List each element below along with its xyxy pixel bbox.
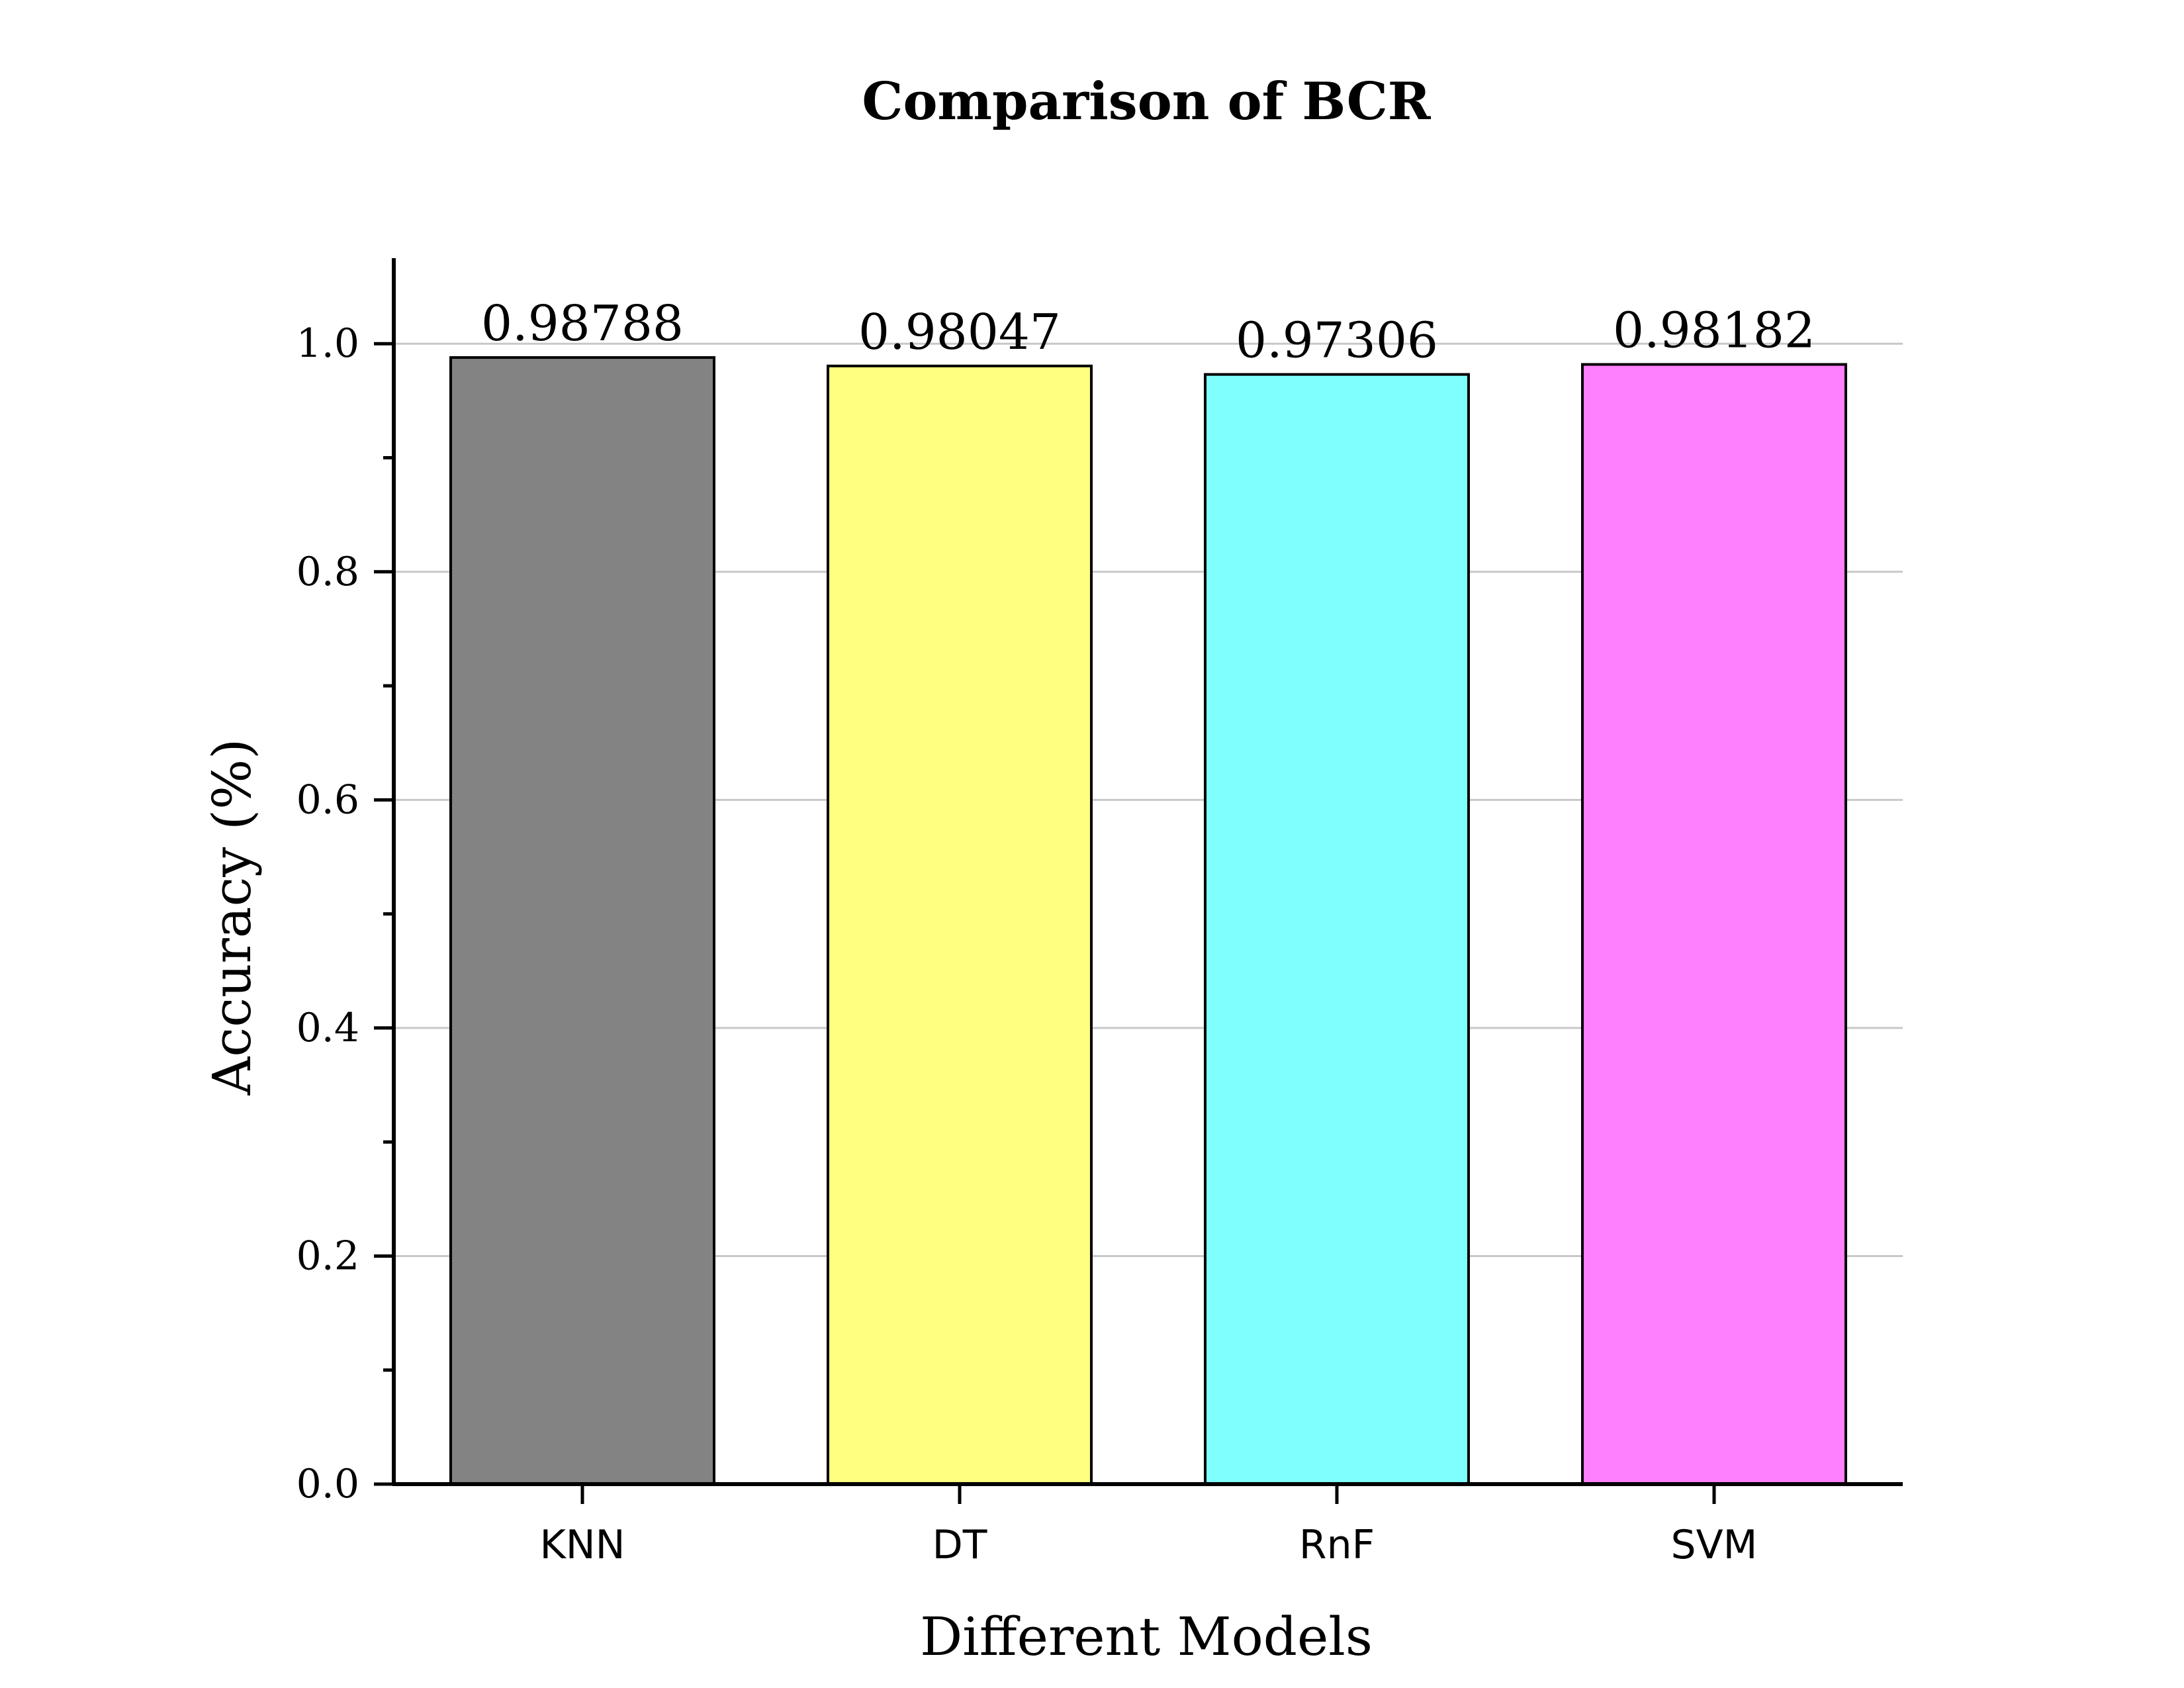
bar-knn [449,356,715,1486]
y-tick-label: 1.0 [296,320,359,367]
y-tick-label: 0.4 [296,1005,359,1051]
x-tick-label-rnf: RnF [1299,1522,1375,1568]
y-tick-label: 0.2 [296,1233,359,1279]
y-tick-label: 0.6 [296,776,359,823]
axes [392,258,1903,1486]
bar-svm [1581,363,1847,1485]
bars [449,356,1847,1486]
y-axis-label: Accuracy (%) [201,739,263,1096]
x-tick-label-knn: KNN [539,1522,625,1568]
data-label-dt: 0.98047 [858,304,1061,361]
data-label-svm: 0.98182 [1613,303,1815,359]
y-axis-ticks: 0.0 0.2 0.4 0.6 0.8 1.0 [296,320,394,1507]
bar-rnf [1204,373,1470,1485]
chart-title: Comparison of BCR [862,71,1431,132]
x-tick-label-svm: SVM [1671,1522,1758,1568]
data-label-knn: 0.98788 [481,295,684,352]
x-axis-ticks: KNN DT RnF SVM [539,1484,1757,1568]
x-axis-label: Different Models [920,1606,1373,1667]
y-tick-label: 0.0 [296,1461,359,1507]
data-label-rnf: 0.97306 [1236,312,1438,369]
data-labels: 0.98788 0.98047 0.97306 0.98182 [481,295,1815,369]
y-tick-label: 0.8 [296,549,359,595]
bar-dt [827,364,1093,1486]
x-tick-label-dt: DT [933,1522,987,1568]
